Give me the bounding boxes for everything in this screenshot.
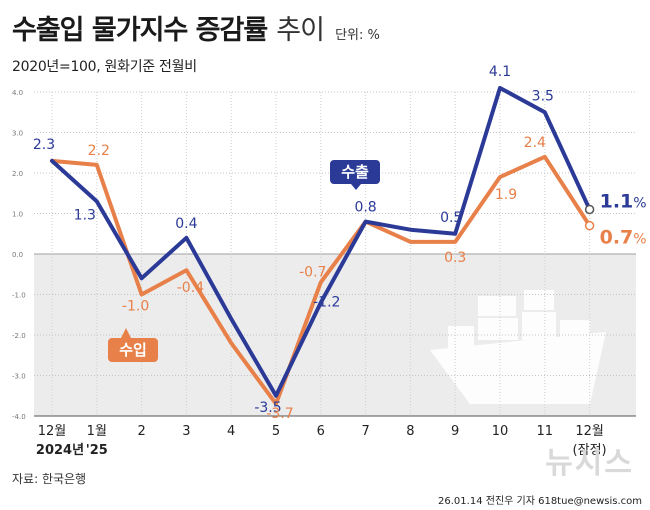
export-end-label: 1.1%: [600, 190, 647, 212]
import-legend-text: 수입: [119, 341, 147, 359]
export-legend-text: 수출: [341, 163, 369, 181]
import-data-label: -1.0: [122, 299, 149, 315]
x-tick-label: 9: [451, 424, 459, 439]
chart-subtitle: 2020년=100, 원화기준 전월비: [12, 59, 197, 75]
x-tick-label: 3: [182, 424, 190, 439]
export-data-label: 0.5: [440, 210, 462, 226]
x-tick-label: 5: [272, 424, 280, 439]
x-tick-label: 7: [361, 424, 369, 439]
y-tick-label: 2.0: [12, 170, 23, 178]
export-end-marker: [584, 204, 595, 215]
unit-label: 단위: %: [335, 28, 380, 43]
export-data-label: -1.2: [313, 295, 340, 311]
import-data-label: -3.7: [266, 406, 293, 422]
export-legend-box: [330, 160, 380, 184]
ship-container: [478, 296, 516, 316]
x-tick-label: 10: [492, 424, 509, 439]
credit-note: 26.01.14 전진우 기자 618tue@newsis.com: [438, 496, 642, 507]
x-tick-sublabel: '25: [86, 443, 108, 458]
import-data-label: -0.4: [177, 280, 204, 296]
import-data-label: 2.4: [524, 135, 546, 151]
source-note: 자료: 한국은행: [12, 472, 87, 486]
export-data-label: 3.5: [532, 88, 554, 104]
x-tick-sublabel: 2024년: [36, 443, 84, 458]
export-data-label: 1.3: [74, 207, 96, 223]
y-tick-label: -3.0: [12, 373, 26, 381]
import-end-label-unit: %: [633, 232, 646, 248]
y-tick-label: -4.0: [12, 413, 26, 421]
ship-bridge: [448, 326, 474, 352]
title-light: 추이: [276, 15, 325, 46]
x-tick-label: 6: [317, 424, 325, 439]
ship-container: [522, 312, 556, 340]
import-end-label: 0.7%: [600, 227, 647, 249]
y-tick-label: 3.0: [12, 130, 23, 138]
export-data-label: 0.4: [175, 216, 197, 232]
x-tick-label: 2: [137, 424, 145, 439]
export-data-label: -3.5: [254, 400, 281, 416]
x-tick-label: 11: [537, 424, 554, 439]
export-data-label: 0.8: [354, 200, 376, 216]
export-data-label: 4.1: [489, 64, 511, 80]
import-data-label: 2.2: [88, 143, 110, 159]
ship-container: [524, 290, 554, 310]
chart-title: 수출입 물가지수 증감률 추이 단위: %: [12, 8, 380, 47]
import-legend-box: [108, 338, 158, 362]
import-data-label: 0.3: [444, 250, 466, 266]
export-series-line: [50, 85, 592, 398]
ship-container: [478, 318, 518, 340]
import-series-line: [50, 154, 592, 406]
x-tick-sublabel: (잠정): [573, 443, 607, 458]
export-data-label: 2.3: [33, 137, 55, 153]
y-tick-label: 1.0: [12, 211, 23, 219]
x-tick-label: 4: [227, 424, 235, 439]
export-legend-pointer: [351, 184, 361, 190]
import-end-marker: [584, 220, 595, 231]
import-data-label: 1.9: [495, 187, 517, 203]
y-tick-label: 4.0: [12, 89, 23, 97]
x-tick-label: 12월: [38, 424, 67, 439]
import-data-label: -0.7: [299, 264, 326, 280]
export-end-label-unit: %: [633, 195, 646, 211]
y-tick-label: 0.0: [12, 251, 23, 259]
x-tick-label: 1월: [87, 424, 107, 439]
x-tick-label: 12월: [575, 424, 604, 439]
import-legend-pointer: [121, 328, 131, 338]
title-main: 수출입 물가지수 증감률: [12, 15, 268, 46]
y-tick-label: -2.0: [12, 332, 26, 340]
watermark: 뉴시스: [545, 446, 634, 481]
x-tick-label: 8: [406, 424, 414, 439]
y-tick-label: -1.0: [12, 292, 26, 300]
